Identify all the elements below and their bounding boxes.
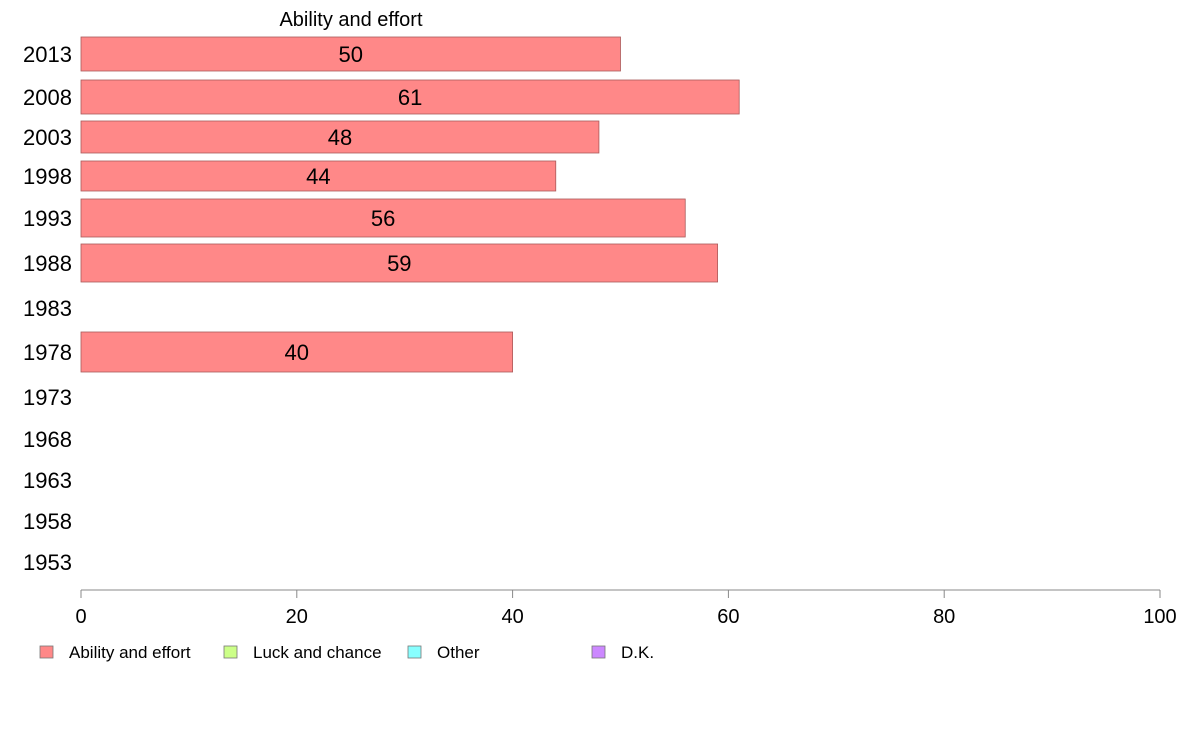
year-label: 1983: [23, 296, 72, 321]
x-tick-label: 80: [933, 606, 955, 628]
year-label: 1963: [23, 468, 72, 493]
x-tick-label: 60: [717, 606, 739, 628]
bars-layer: 50 61 48 44 56 59 40: [80, 36, 740, 373]
chart-title: Ability and effort: [279, 9, 422, 31]
x-tick-label: 40: [501, 606, 523, 628]
bar-value-label: 50: [339, 42, 363, 67]
year-label: 1978: [23, 340, 72, 365]
bar: [80, 331, 514, 373]
legend-label: Ability and effort: [69, 643, 191, 662]
legend-label: D.K.: [621, 643, 654, 662]
year-label: 1988: [23, 251, 72, 276]
bar-value-label: 59: [387, 251, 411, 276]
year-label: 2008: [23, 85, 72, 110]
x-tick-label: 100: [1143, 606, 1176, 628]
bar-value-label: 56: [371, 206, 395, 231]
legend-label: Other: [437, 643, 480, 662]
legend-swatch: [39, 645, 54, 659]
legend: Ability and effort Luck and chance Other D.…: [39, 643, 654, 662]
year-label: 1993: [23, 206, 72, 231]
bar: [80, 243, 719, 283]
year-label: 2003: [23, 125, 72, 150]
year-label: 1973: [23, 385, 72, 410]
bar-value-label: 61: [398, 85, 422, 110]
x-axis: 0 20 40 60 80 100: [75, 589, 1177, 628]
legend-swatch: [591, 645, 606, 659]
bar-value-label: 48: [328, 125, 352, 150]
bar: [80, 36, 621, 72]
legend-swatch: [223, 645, 238, 659]
year-labels: 2013 2008 2003 1998 1993 1988 1983 1978 1973 1968…: [23, 42, 72, 575]
legend-swatch: [407, 645, 422, 659]
legend-label: Luck and chance: [253, 643, 382, 662]
bar: [80, 198, 686, 238]
year-label: 1968: [23, 427, 72, 452]
bar-value-label: 44: [306, 164, 330, 189]
bar: [80, 160, 557, 192]
year-label: 2013: [23, 42, 72, 67]
bar-value-label: 40: [285, 340, 309, 365]
x-tick-label: 0: [75, 606, 86, 628]
year-label: 1953: [23, 550, 72, 575]
year-label: 1998: [23, 164, 72, 189]
bar: [80, 79, 740, 115]
bar: [80, 120, 600, 154]
x-tick-label: 20: [286, 606, 308, 628]
year-label: 1958: [23, 509, 72, 534]
